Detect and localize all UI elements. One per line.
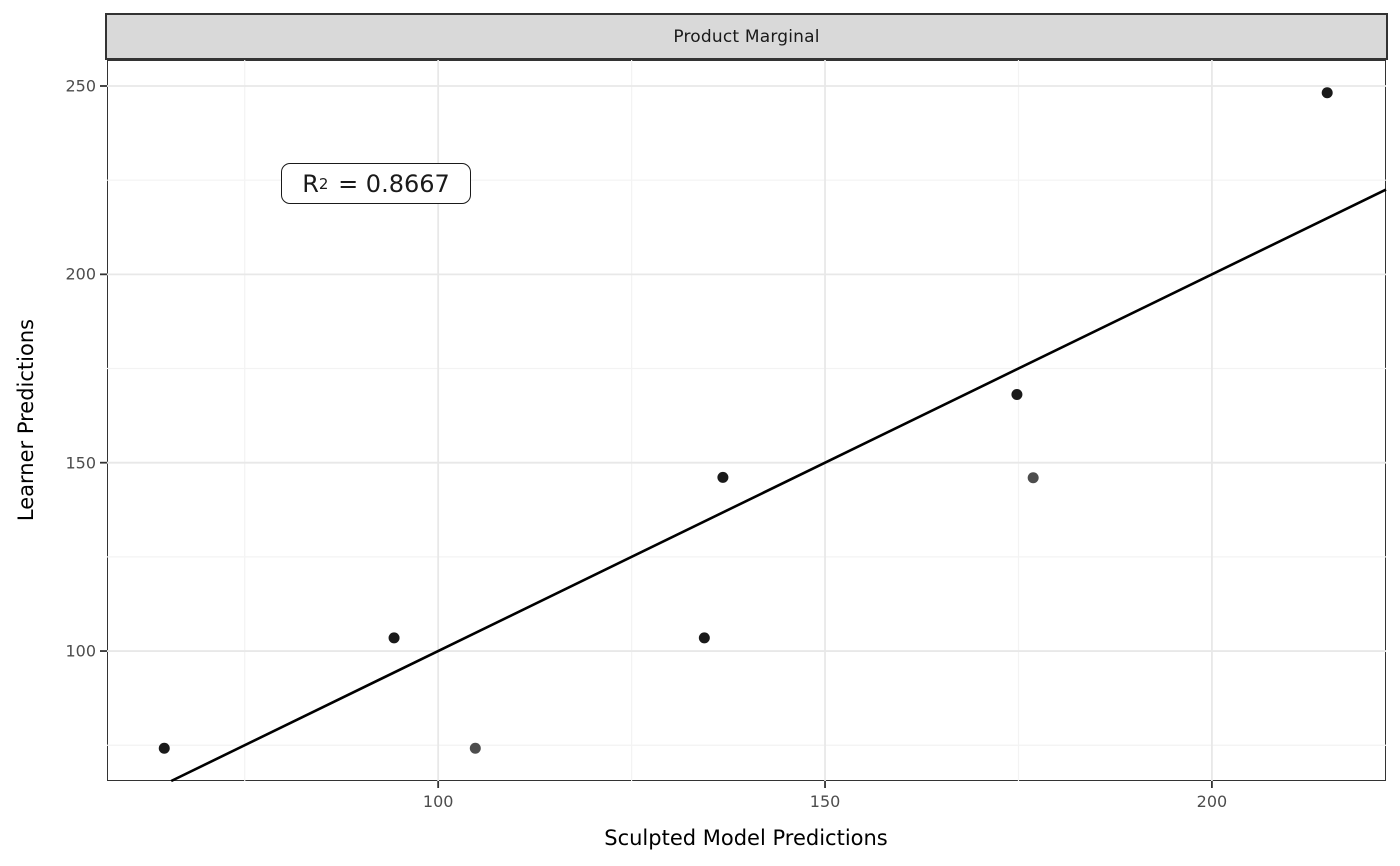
data-point [717, 471, 729, 483]
data-point [388, 632, 400, 644]
x-tick-label: 150 [809, 792, 841, 811]
x-tick-label: 100 [422, 792, 454, 811]
r-squared-base: R [302, 169, 319, 198]
data-point [698, 632, 710, 644]
y-axis-title: Learner Predictions [14, 318, 38, 522]
y-tick-label: 200 [65, 264, 96, 284]
data-point [1321, 87, 1333, 99]
fit-line [170, 188, 1387, 783]
data-point [1011, 389, 1023, 401]
data-point [1027, 472, 1039, 484]
x-tick-label: 200 [1196, 792, 1228, 811]
r-squared-value: = 0.8667 [330, 169, 450, 198]
y-tick-label: 150 [65, 453, 96, 473]
facet-strip-label: Product Marginal [673, 26, 820, 47]
y-tick-label: 250 [65, 76, 96, 96]
data-point [469, 742, 481, 754]
y-tick-label: 100 [65, 641, 96, 661]
x-axis-title: Sculpted Model Predictions [604, 826, 888, 850]
data-point [158, 742, 170, 754]
facet-strip: Product Marginal [105, 13, 1388, 60]
